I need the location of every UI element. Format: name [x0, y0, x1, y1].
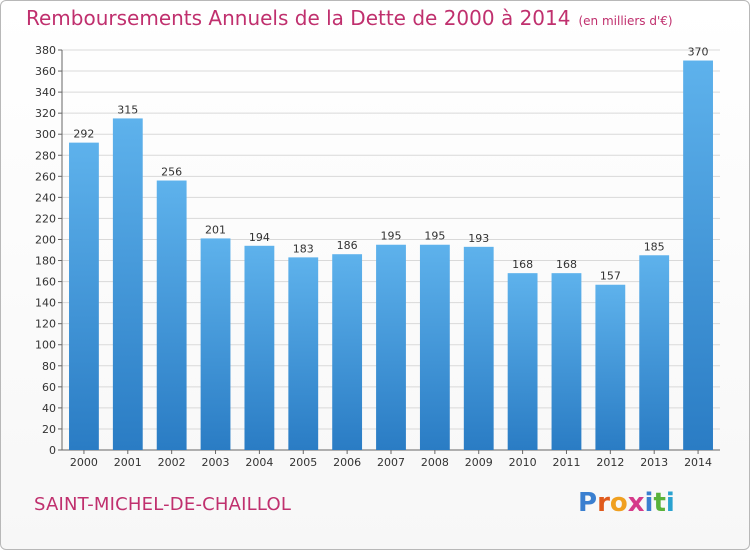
- x-tick-label-2006: 2006: [333, 456, 361, 469]
- x-tick-label-2000: 2000: [70, 456, 98, 469]
- y-tick-label: 280: [35, 149, 56, 162]
- bar-2012: [595, 284, 626, 450]
- value-label-2004: 194: [249, 231, 270, 244]
- x-tick-label-2003: 2003: [202, 456, 230, 469]
- value-label-2002: 256: [161, 166, 182, 179]
- y-tick-label: 60: [42, 381, 56, 394]
- y-tick-label: 120: [35, 318, 56, 331]
- bar-2008: [419, 244, 450, 450]
- y-tick-label: 0: [49, 444, 56, 457]
- bar-2000: [69, 142, 99, 450]
- value-label-2000: 292: [73, 128, 94, 141]
- x-tick-label-2005: 2005: [289, 456, 317, 469]
- value-label-2011: 168: [556, 258, 577, 271]
- x-tick-label-2007: 2007: [377, 456, 405, 469]
- y-tick-label: 340: [35, 86, 56, 99]
- value-label-2014: 370: [688, 46, 709, 59]
- x-tick-label-2009: 2009: [465, 456, 493, 469]
- y-tick-label: 200: [35, 233, 56, 246]
- bar-2014: [683, 60, 713, 451]
- bar-2001: [112, 118, 143, 450]
- value-label-2003: 201: [205, 223, 226, 236]
- bar-2010: [507, 273, 538, 450]
- value-label-2006: 186: [337, 239, 358, 252]
- bar-2003: [200, 238, 231, 450]
- bars: [69, 60, 713, 451]
- bar-2002: [156, 180, 187, 451]
- y-tick-label: 300: [35, 128, 56, 141]
- y-tick-label: 140: [35, 297, 56, 310]
- commune-name: SAINT-MICHEL-DE-CHAILLOL: [34, 494, 292, 515]
- bar-2007: [376, 244, 406, 450]
- y-tick-label: 100: [35, 339, 56, 352]
- bar-2005: [288, 257, 319, 450]
- x-tick-label-2001: 2001: [114, 456, 142, 469]
- chart-subtitle: (en milliers d'€): [578, 14, 673, 28]
- y-tick-label: 160: [35, 276, 56, 289]
- x-tick-label-2011: 2011: [552, 456, 580, 469]
- proxiti-logo: Proxiti: [578, 488, 675, 518]
- value-label-2007: 195: [381, 230, 402, 243]
- y-tick-label: 360: [35, 65, 56, 78]
- x-tick-label-2004: 2004: [245, 456, 273, 469]
- bar-2004: [244, 245, 275, 450]
- bar-2011: [551, 273, 582, 450]
- value-label-2001: 315: [117, 103, 138, 116]
- value-label-2010: 168: [512, 258, 533, 271]
- x-tick-label-2014: 2014: [684, 456, 712, 469]
- bar-2006: [332, 254, 363, 450]
- x-tick-label-2012: 2012: [596, 456, 624, 469]
- y-tick-label: 180: [35, 255, 56, 268]
- value-label-2012: 157: [600, 270, 621, 283]
- value-label-2005: 183: [293, 242, 314, 255]
- y-tick-label: 240: [35, 191, 56, 204]
- axes: 0 20 40 60 80 100 120 140 160 180 200 220 240 260 280 3…: [35, 44, 720, 469]
- bar-2009: [463, 246, 494, 450]
- chart-title: Remboursements Annuels de la Dette de 20…: [26, 6, 673, 30]
- y-tick-label: 80: [42, 360, 56, 373]
- x-tick-label-2002: 2002: [158, 456, 186, 469]
- y-tick-label: 220: [35, 212, 56, 225]
- x-tick-label-2008: 2008: [421, 456, 449, 469]
- value-labels: 292 315 256 201 194 183 186 195 195 193 168 168 157 1…: [73, 46, 708, 283]
- chart-title-text: Remboursements Annuels de la Dette de 20…: [26, 6, 571, 30]
- value-label-2008: 195: [424, 230, 445, 243]
- y-tick-label: 260: [35, 170, 56, 183]
- y-tick-label: 320: [35, 107, 56, 120]
- y-tick-label: 20: [42, 423, 56, 436]
- x-tick-label-2013: 2013: [640, 456, 668, 469]
- bar-2013: [639, 255, 670, 450]
- y-tick-label: 380: [35, 44, 56, 57]
- value-label-2013: 185: [644, 240, 665, 253]
- x-tick-label-2010: 2010: [509, 456, 537, 469]
- y-tick-label: 40: [42, 402, 56, 415]
- value-label-2009: 193: [468, 232, 489, 245]
